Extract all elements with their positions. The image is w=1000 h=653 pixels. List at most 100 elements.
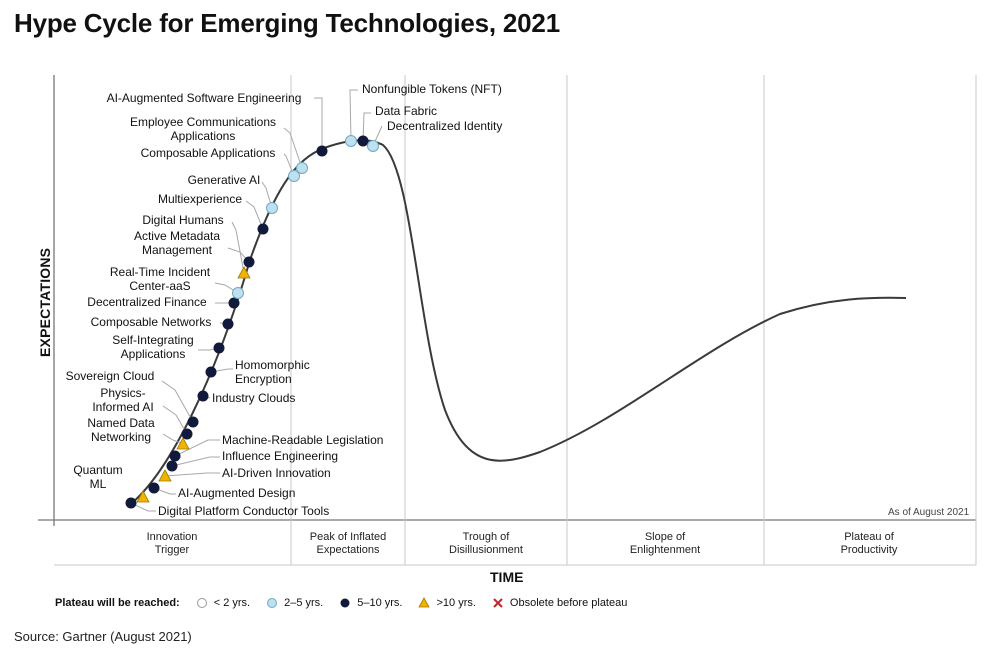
label-line: AI-Augmented Design: [178, 486, 295, 500]
label-line: Named Data: [87, 416, 155, 430]
label-line: Digital Humans: [142, 213, 223, 227]
leader-line: [174, 439, 220, 457]
marker-nonfungible-tokens-nft: [345, 135, 357, 147]
label-22: AI-Augmented Software Engineering: [107, 91, 302, 105]
marker-composable-applications: [288, 170, 300, 182]
leader-line: [171, 456, 220, 467]
phase-label: Peak of Inflated Expectations: [309, 531, 387, 556]
legend-items: < 2 yrs. 2–5 yrs. 5–10 yrs. >10 yrs. Obsolet…: [180, 597, 628, 609]
label-6: Machine-Readable Legislation: [222, 433, 383, 447]
label-line: AI-Augmented Software Engineering: [107, 91, 302, 105]
phase-label: Plateau of Productivity: [840, 531, 898, 556]
label-line: Informed AI: [92, 400, 153, 414]
label-9: Sovereign Cloud: [66, 369, 155, 383]
leader-line: [261, 181, 273, 209]
leader-line: [245, 200, 264, 230]
marker-employee-communications-applications: [296, 162, 308, 174]
legend-item: 2–5 yrs.: [266, 597, 323, 609]
phase-label: Slope of Enlightenment: [629, 531, 701, 556]
as-of-note: As of August 2021: [888, 507, 970, 518]
phase-label: Trough of Disillusionment: [449, 531, 523, 556]
leader-line: [349, 89, 358, 142]
marker-digital-humans: [237, 266, 251, 279]
label-line: Employee Communications: [130, 115, 276, 129]
legend-symbol-icon: [340, 598, 350, 608]
chart-title: Hype Cycle for Emerging Technologies, 20…: [14, 8, 560, 38]
phase-label: Innovation Trigger: [146, 531, 198, 556]
marker-composable-networks: [222, 318, 234, 330]
label-line: Influence Engineering: [222, 449, 338, 463]
label-line: Quantum: [73, 463, 122, 477]
label-line: Real-Time Incident: [110, 265, 211, 279]
label-25: Decentralized Identity: [387, 119, 502, 133]
label-2: Quantum ML: [73, 463, 122, 491]
label-line: Digital Platform Conductor Tools: [158, 504, 329, 518]
marker-generative-ai: [266, 202, 278, 214]
label-4: AI-Driven Innovation: [222, 466, 331, 480]
leader-line: [162, 405, 188, 435]
marker-ai-driven-innovation: [158, 469, 172, 482]
marker-machine-readable-legislation: [169, 450, 181, 462]
label-16: Active Metadata Management: [134, 229, 220, 257]
label-line: Self-Integrating: [112, 333, 193, 347]
label-line: Networking: [91, 430, 151, 444]
label-8: Physics-Informed AI: [92, 386, 153, 414]
label-line: Generative AI: [188, 173, 261, 187]
marker-decentralized-identity: [367, 140, 379, 152]
leader-line: [161, 380, 194, 423]
legend-label: >10 yrs.: [436, 597, 476, 609]
label-line: Encryption: [235, 372, 292, 386]
leader-line: [283, 127, 303, 169]
label-11: Homomorphic Encryption: [235, 358, 310, 386]
leader-line: [362, 112, 371, 142]
label-line: Center-aaS: [129, 279, 190, 293]
y-axis-label: EXPECTATIONS: [37, 247, 53, 357]
label-line: Decentralized Identity: [387, 119, 502, 133]
label-23: Nonfungible Tokens (NFT): [362, 82, 502, 96]
legend-title: Plateau will be reached:: [55, 597, 180, 609]
marker-quantum-ml: [136, 490, 150, 503]
label-line: ML: [90, 477, 107, 491]
legend: Plateau will be reached: < 2 yrs. 2–5 yrs…: [55, 597, 627, 609]
legend-label: 5–10 yrs.: [357, 597, 403, 609]
marker-decentralized-finance: [228, 297, 240, 309]
legend-symbol-icon: [196, 598, 207, 608]
marker-active-metadata-management: [243, 256, 255, 268]
legend-symbol-icon: [418, 597, 431, 608]
label-19: Generative AI: [188, 173, 261, 187]
marker-sovereign-cloud: [187, 416, 199, 428]
leader-line: [231, 221, 245, 274]
label-line: Applications: [171, 129, 236, 143]
leader-line: [153, 487, 176, 495]
legend-symbol-icon: [267, 598, 278, 608]
leader-line: [162, 433, 184, 445]
leader-line: [210, 368, 233, 373]
label-14: Decentralized Finance: [87, 295, 207, 309]
label-21: Employee Communications Applications: [130, 115, 276, 143]
leader-line: [283, 153, 295, 177]
legend-item: < 2 yrs.: [196, 597, 250, 609]
label-line: Applications: [121, 347, 186, 361]
label-line: Physics-: [100, 386, 145, 400]
label-line: Composable Applications: [141, 146, 276, 160]
label-17: Digital Humans: [142, 213, 223, 227]
label-line: Industry Clouds: [212, 391, 295, 405]
marker-ai-augmented-software-engineering: [316, 145, 328, 157]
leader-line: [130, 502, 156, 512]
label-line: Multiexperience: [158, 192, 242, 206]
label-line: AI-Driven Innovation: [222, 466, 331, 480]
chart-frame: [38, 75, 977, 566]
technology-markers: [125, 135, 379, 509]
label-3: AI-Augmented Design: [178, 486, 295, 500]
legend-label: Obsolete before plateau: [509, 597, 628, 609]
label-line: Data Fabric: [375, 104, 437, 118]
legend-item: 5–10 yrs.: [339, 597, 402, 609]
marker-homomorphic-encryption: [205, 366, 217, 378]
marker-named-data-networking: [176, 437, 190, 450]
label-20: Composable Applications: [141, 146, 276, 160]
x-axis-label: TIME: [490, 569, 524, 585]
legend-label: 2–5 yrs.: [284, 597, 324, 609]
leader-line: [314, 97, 323, 151]
